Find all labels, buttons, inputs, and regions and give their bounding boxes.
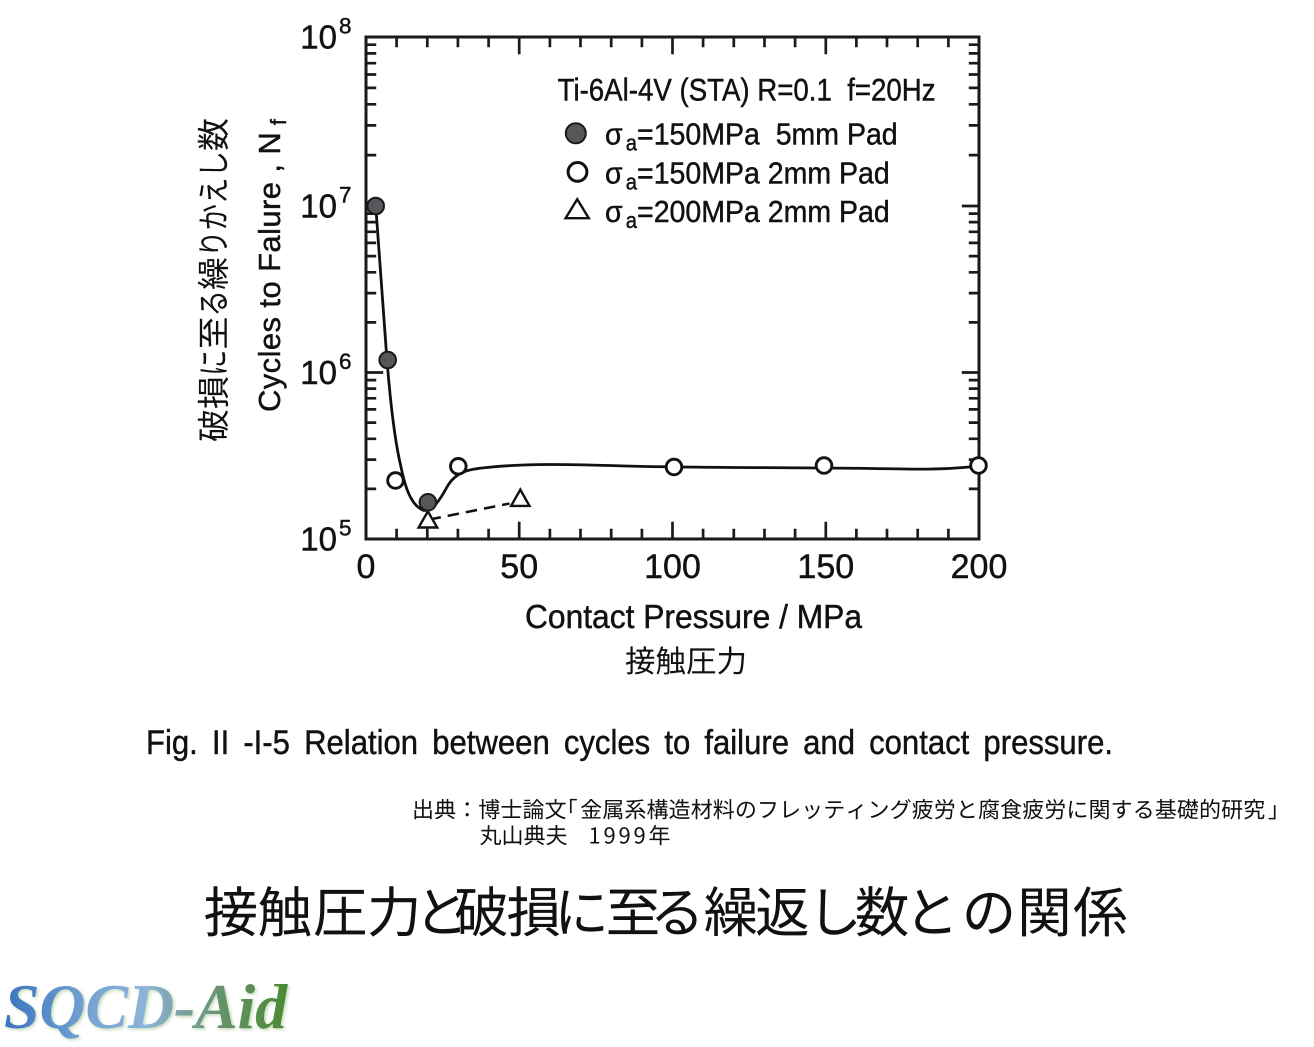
svg-text:150: 150: [797, 548, 854, 586]
svg-text:σa=150MPa 2mm Pad: σ a=150MPa 2mm Pad: [605, 157, 890, 195]
svg-text:100: 100: [644, 548, 701, 586]
svg-text:10: 10: [300, 19, 337, 56]
svg-text:Ti-6Al-4V (STA) R=0.1 f=20Hz: Ti-6Al-4V (STA) R=0.1 f=20Hz: [558, 72, 936, 107]
svg-text:10: 10: [300, 188, 337, 225]
svg-text:6: 6: [339, 349, 352, 374]
svg-text:σa=150MPa 5mm Pad: σ a=150MPa 5mm Pad: [605, 117, 898, 155]
svg-text:200: 200: [951, 548, 1008, 586]
svg-text:σa=200MPa 2mm Pad: σ a=200MPa 2mm Pad: [605, 195, 890, 233]
svg-text:50: 50: [500, 548, 538, 586]
svg-text:8: 8: [339, 14, 352, 39]
svg-text:Contact Pressure / MPa: Contact Pressure / MPa: [525, 598, 863, 635]
svg-text:5: 5: [339, 516, 352, 541]
svg-text:Fig. II -I-5 Relation between: Fig. II -I-5 Relation between cycles to …: [146, 724, 1113, 762]
svg-text:10: 10: [300, 354, 337, 391]
svg-text:7: 7: [339, 183, 352, 208]
svg-text:0: 0: [357, 548, 376, 586]
svg-text:Cycles to Falure , N f: Cycles to Falure , N f: [252, 118, 291, 412]
svg-text:10: 10: [300, 521, 337, 558]
svg-text:SQCD-Aid: SQCD-Aid: [4, 971, 288, 1042]
